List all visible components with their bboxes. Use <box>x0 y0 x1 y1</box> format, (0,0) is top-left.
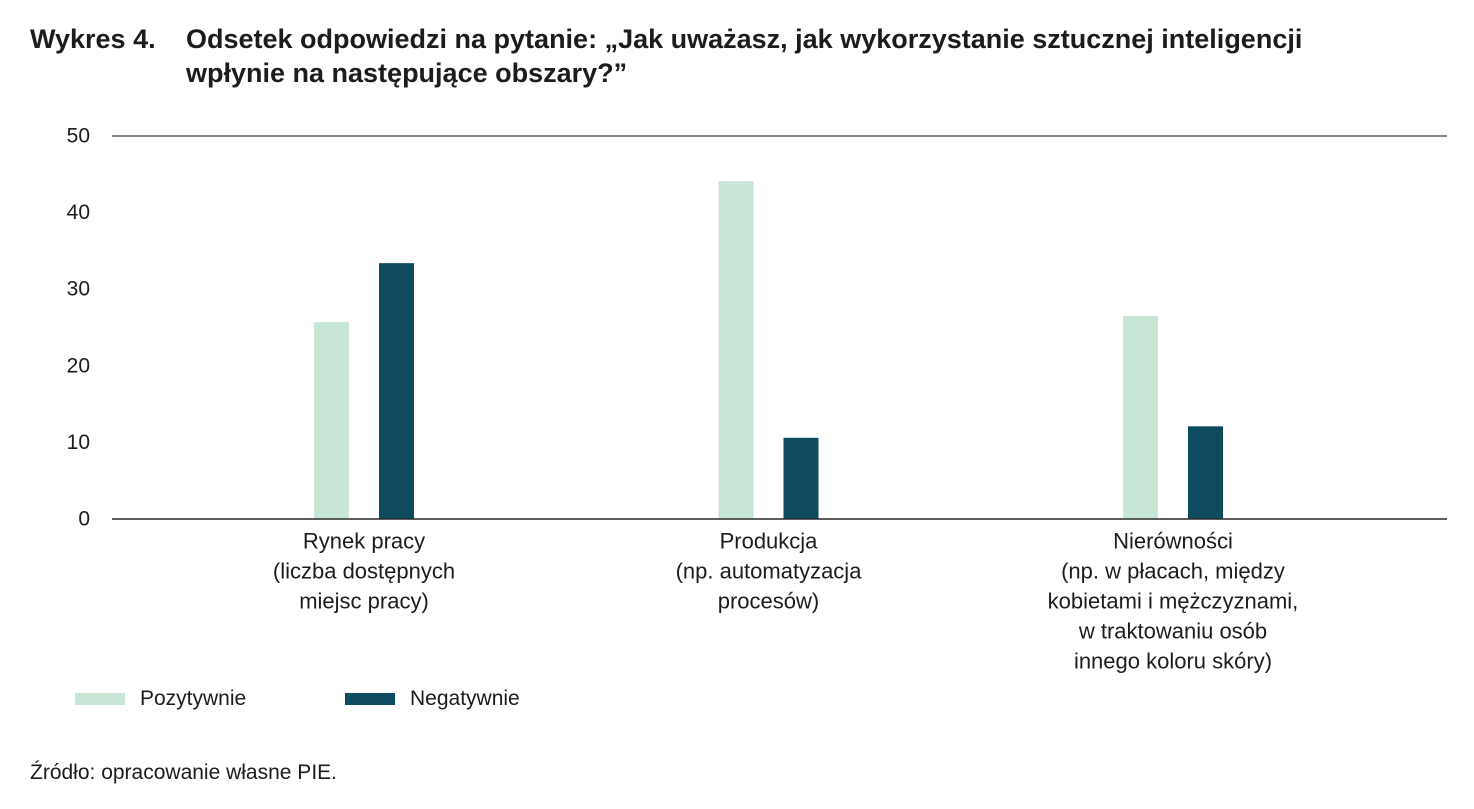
x-tick-label-line: Produkcja <box>720 529 819 554</box>
bar-pozytywnie-1 <box>314 322 349 519</box>
bar-negatywnie-3 <box>1188 426 1223 519</box>
chart-plot: 0 10 20 30 40 50 Rynek pracy (liczba dostępnych… <box>67 125 1447 674</box>
y-tick-label: 40 <box>67 201 90 224</box>
bar-negatywnie-1 <box>379 263 414 519</box>
legend-swatch-negatywnie <box>345 693 395 705</box>
x-tick-label-line: miejsc pracy) <box>299 589 429 614</box>
figure-label: Wykres 4. <box>30 24 156 54</box>
x-tick-label-line: Nierówności <box>1113 529 1233 554</box>
chart-title-line-2: wpłynie na następujące obszary?” <box>186 58 628 88</box>
legend-swatch-pozytywnie <box>75 693 125 705</box>
y-tick-label: 10 <box>67 431 90 454</box>
legend-label-pozytywnie: Pozytywnie <box>140 687 247 710</box>
y-tick-label: 30 <box>67 278 90 301</box>
x-tick-label-line: Rynek pracy <box>303 529 425 554</box>
legend-label-negatywnie: Negatywnie <box>410 687 520 710</box>
bar-pozytywnie-2 <box>718 181 754 519</box>
chart-title: Odsetek odpowiedzi na pytanie: „Jak uważ… <box>186 22 1302 90</box>
bar-negatywnie-2 <box>783 437 819 519</box>
x-tick-label-line: procesów) <box>718 589 819 614</box>
x-tick-label-line: innego koloru skóry) <box>1074 649 1272 674</box>
source-note: Źródło: opracowanie własne PIE. <box>30 761 337 784</box>
x-tick-label-line: kobietami i mężczyznami, <box>1048 589 1299 614</box>
x-tick-label-line: (liczba dostępnych <box>273 559 455 584</box>
x-tick-label-line: (np. automatyzacja <box>676 559 863 584</box>
x-tick-label-line: (np. w płacach, między <box>1061 559 1285 584</box>
bar-pozytywnie-3 <box>1123 316 1158 519</box>
y-tick-label: 20 <box>67 354 90 377</box>
chart-title-line-1: Odsetek odpowiedzi na pytanie: „Jak uważ… <box>186 24 1303 54</box>
y-tick-label: 0 <box>78 508 90 531</box>
x-tick-label-line: w traktowaniu osób <box>1078 619 1267 644</box>
y-tick-label: 50 <box>67 125 90 148</box>
